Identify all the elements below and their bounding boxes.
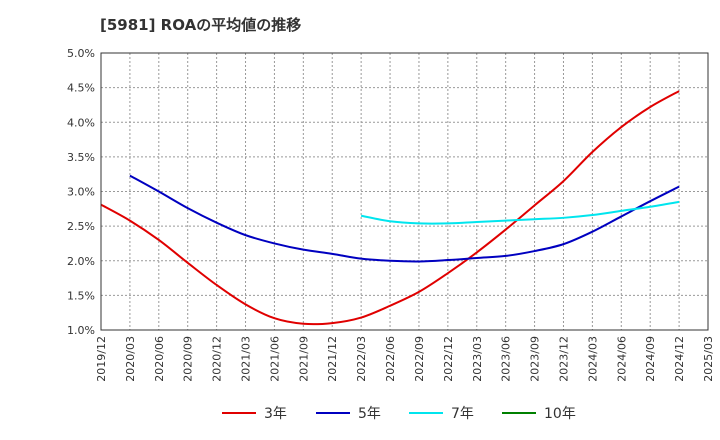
chart-title: [5981] ROAの平均値の推移 bbox=[100, 16, 302, 34]
series-line-3 bbox=[360, 200, 680, 225]
x-tick-label: 2024/06 bbox=[615, 336, 628, 382]
x-tick-label: 2021/03 bbox=[240, 336, 253, 382]
legend-label: 10年 bbox=[544, 406, 576, 422]
x-tick-label: 2022/06 bbox=[384, 336, 397, 382]
x-tick-label: 2021/06 bbox=[268, 336, 281, 382]
y-tick-label: 4.5% bbox=[67, 82, 95, 95]
y-tick-label: 3.5% bbox=[67, 151, 95, 164]
x-tick-label: 2023/09 bbox=[529, 336, 542, 382]
x-tick-label: 2023/03 bbox=[471, 336, 484, 382]
x-tick-label: 2019/12 bbox=[95, 336, 108, 382]
legend-item: 3年 bbox=[222, 406, 287, 422]
x-tick-label: 2024/03 bbox=[586, 336, 599, 382]
grid-lines bbox=[101, 53, 708, 330]
y-tick-label: 2.0% bbox=[67, 255, 95, 268]
x-axis-ticks: 2019/12 2020/03 2020/06 2020/09 2020/12 2021/… bbox=[95, 336, 715, 382]
legend-label: 3年 bbox=[264, 406, 287, 422]
legend-label: 7年 bbox=[451, 406, 474, 422]
legend-label: 5年 bbox=[358, 406, 381, 422]
y-tick-label: 2.5% bbox=[67, 220, 95, 233]
x-tick-label: 2022/09 bbox=[413, 336, 426, 382]
legend-item: 5年 bbox=[316, 406, 381, 422]
x-tick-label: 2020/09 bbox=[182, 336, 195, 382]
series-lines bbox=[100, 90, 680, 326]
y-tick-label: 4.0% bbox=[67, 116, 95, 129]
x-tick-label: 2025/03 bbox=[702, 336, 715, 382]
y-tick-label: 1.0% bbox=[67, 324, 95, 337]
x-tick-label: 2020/12 bbox=[211, 336, 224, 382]
x-tick-label: 2020/03 bbox=[124, 336, 137, 382]
x-tick-label: 2024/12 bbox=[673, 336, 686, 382]
legend-item: 7年 bbox=[409, 406, 474, 422]
series-line-1 bbox=[100, 90, 680, 326]
y-tick-label: 1.5% bbox=[67, 289, 95, 302]
x-tick-label: 2023/06 bbox=[500, 336, 513, 382]
x-tick-label: 2024/09 bbox=[644, 336, 657, 382]
x-tick-label: 2023/12 bbox=[557, 336, 570, 382]
y-tick-label: 3.0% bbox=[67, 186, 95, 199]
legend-item: 10年 bbox=[502, 406, 576, 422]
x-tick-label: 2022/12 bbox=[442, 336, 455, 382]
x-tick-label: 2022/03 bbox=[355, 336, 368, 382]
x-tick-label: 2021/09 bbox=[297, 336, 310, 382]
plot-border bbox=[100, 52, 709, 331]
x-tick-label: 2021/12 bbox=[326, 336, 339, 382]
legend: 3年 5年 7年 10年 bbox=[222, 406, 576, 422]
x-tick-label: 2020/06 bbox=[153, 336, 166, 382]
y-tick-label: 5.0% bbox=[67, 47, 95, 60]
series-line-2 bbox=[129, 174, 680, 263]
y-axis-ticks: 1.0% 1.5% 2.0% 2.5% 3.0% 3.5% 4.0% 4.5% 5.0% bbox=[67, 47, 95, 337]
